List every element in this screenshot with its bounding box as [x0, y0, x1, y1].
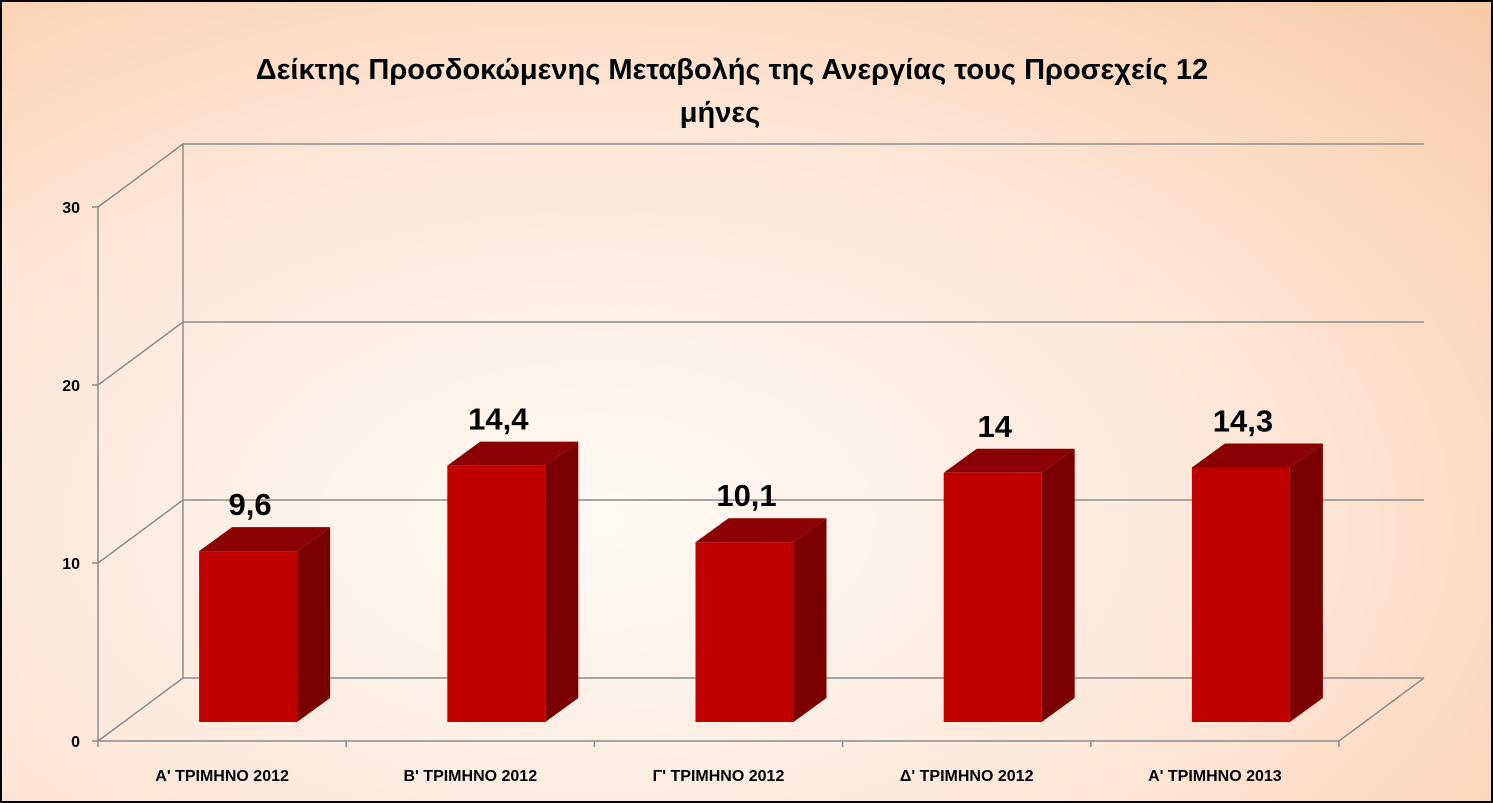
- bar-3: [695, 518, 827, 722]
- category-label: Α' ΤΡΙΜΗΝΟ 2012: [155, 768, 289, 785]
- data-label: 9,6: [229, 487, 272, 522]
- bar-side-face: [1289, 443, 1323, 722]
- category-label: Α' ΤΡΙΜΗΝΟ 2013: [1148, 768, 1282, 785]
- chart-title-line-1: Δείκτης Προσδοκώμενης Μεταβολής της Ανερ…: [256, 54, 1208, 86]
- data-label: 14: [977, 409, 1012, 444]
- bar-front-face: [943, 472, 1042, 722]
- bar-front-face: [1191, 467, 1290, 722]
- y-tick-label: 20: [62, 378, 80, 395]
- bar-side-face: [545, 441, 579, 722]
- gridline-side: [97, 677, 184, 742]
- gridline-side: [97, 499, 184, 564]
- label-layer: 9,6 Α' ΤΡΙΜΗΝΟ 2012 14,4 Β' ΤΡΙΜΗΝΟ 2012 10,…: [155, 402, 1282, 785]
- category-label: Δ' ΤΡΙΜΗΝΟ 2012: [900, 768, 1034, 785]
- bar-4: [943, 448, 1075, 722]
- bar-side-face: [297, 527, 331, 722]
- bar-1: [199, 527, 331, 722]
- gridline-side: [97, 321, 184, 386]
- bar-layer: [199, 441, 1323, 722]
- category-label: Γ' ΤΡΙΜΗΝΟ 2012: [653, 768, 785, 785]
- grid-layer: [97, 143, 1425, 742]
- axis-layer: 0 10 20 30: [62, 144, 1340, 751]
- data-label: 10,1: [716, 478, 776, 513]
- bar-front-face: [695, 542, 794, 722]
- data-label: 14,4: [468, 402, 529, 437]
- bar-top-face: [447, 441, 579, 466]
- category-label: Β' ΤΡΙΜΗΝΟ 2012: [403, 768, 537, 785]
- bar-top-face: [199, 527, 331, 552]
- gridline-side: [97, 143, 184, 208]
- y-tick-label: 30: [62, 200, 80, 217]
- bar-side-face: [1041, 448, 1075, 722]
- y-tick-label: 0: [71, 734, 80, 751]
- bar-side-face: [793, 518, 827, 722]
- bar-front-face: [447, 465, 546, 722]
- bar-top-face: [1191, 443, 1323, 468]
- bar-5: [1191, 443, 1323, 722]
- bar-top-face: [943, 448, 1075, 473]
- bar-top-face: [695, 518, 827, 543]
- data-label: 14,3: [1213, 403, 1273, 438]
- bar-2: [447, 441, 579, 722]
- floor-right-edge: [1338, 677, 1425, 742]
- bar-front-face: [199, 551, 298, 722]
- chart-title-line-2: μήνες: [680, 97, 760, 129]
- y-tick-label: 10: [62, 556, 80, 573]
